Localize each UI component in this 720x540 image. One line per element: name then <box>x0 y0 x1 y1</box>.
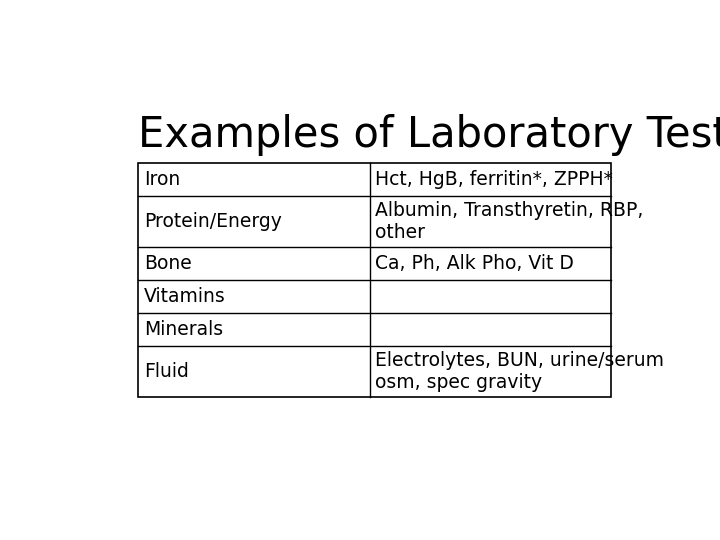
Text: Protein/Energy: Protein/Energy <box>143 212 282 231</box>
Text: Electrolytes, BUN, urine/serum
osm, spec gravity: Electrolytes, BUN, urine/serum osm, spec… <box>375 352 665 393</box>
Text: Albumin, Transthyretin, RBP,
other: Albumin, Transthyretin, RBP, other <box>375 201 644 242</box>
Text: Vitamins: Vitamins <box>143 287 225 306</box>
Text: Bone: Bone <box>143 254 192 273</box>
Text: Minerals: Minerals <box>143 320 222 339</box>
Text: Examples of Laboratory Tests: Examples of Laboratory Tests <box>138 113 720 156</box>
Text: Ca, Ph, Alk Pho, Vit D: Ca, Ph, Alk Pho, Vit D <box>375 254 574 273</box>
Text: Fluid: Fluid <box>143 362 189 381</box>
Text: Iron: Iron <box>143 170 180 190</box>
Text: Hct, HgB, ferritin*, ZPPH*: Hct, HgB, ferritin*, ZPPH* <box>375 170 613 190</box>
